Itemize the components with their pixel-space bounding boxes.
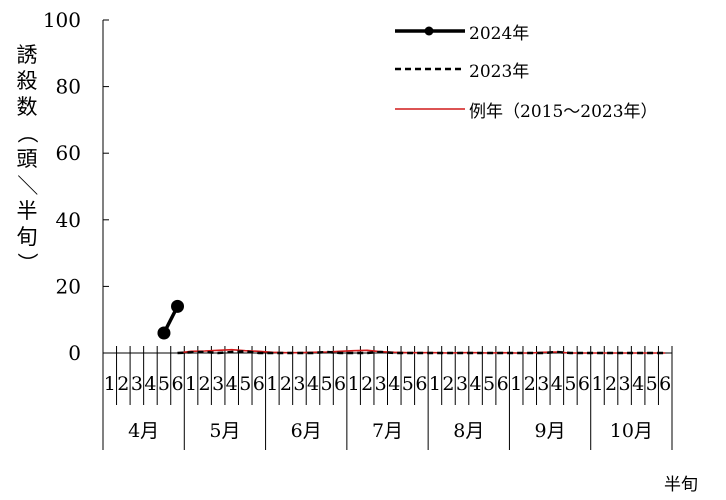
x-pentad-label: 2 bbox=[524, 373, 536, 395]
x-pentad-label: 5 bbox=[239, 373, 251, 395]
x-month-label: 8月 bbox=[453, 420, 484, 442]
y-tick-label: 40 bbox=[56, 208, 81, 232]
y-tick-label: 80 bbox=[56, 75, 81, 99]
x-pentad-label: 2 bbox=[117, 373, 129, 395]
y-axis-title-char: （ bbox=[15, 122, 39, 144]
y-axis-title-char: 殺 bbox=[16, 69, 38, 93]
legend-label-normal: 例年（2015～2023年） bbox=[469, 101, 658, 122]
x-month-label: 9月 bbox=[535, 420, 566, 442]
x-pentad-label: 5 bbox=[564, 373, 576, 395]
x-pentad-label: 3 bbox=[456, 373, 468, 395]
x-pentad-label: 5 bbox=[646, 373, 658, 395]
legend: 2024年 2023年 例年（2015～2023年） bbox=[395, 18, 715, 128]
x-pentad-label: 6 bbox=[334, 373, 346, 395]
legend-swatch-2024-icon bbox=[395, 26, 465, 36]
x-pentad-label: 2 bbox=[605, 373, 617, 395]
series-point-0 bbox=[157, 326, 171, 340]
x-pentad-label: 4 bbox=[144, 373, 156, 395]
legend-swatch-normal-icon bbox=[395, 108, 465, 110]
x-month-label: 4月 bbox=[128, 420, 159, 442]
x-pentad-label: 2 bbox=[442, 373, 454, 395]
y-axis-title: 誘殺数 （ 頭 ／ 半旬 ） bbox=[14, 42, 40, 276]
x-pentad-label: 6 bbox=[171, 373, 183, 395]
x-pentad-label: 1 bbox=[266, 373, 278, 395]
y-axis-title-char: 旬 bbox=[16, 225, 38, 249]
x-pentad-label: 3 bbox=[293, 373, 305, 395]
x-pentad-label: 6 bbox=[497, 373, 509, 395]
x-pentad-label: 5 bbox=[320, 373, 332, 395]
x-pentad-label: 4 bbox=[226, 373, 238, 395]
series-point-0 bbox=[171, 299, 185, 313]
legend-item-normal: 例年（2015～2023年） bbox=[395, 96, 658, 122]
legend-label-2024: 2024年 bbox=[469, 23, 530, 44]
x-pentad-label: 2 bbox=[361, 373, 373, 395]
x-pentad-label: 6 bbox=[415, 373, 427, 395]
y-tick-label: 100 bbox=[43, 8, 81, 32]
x-pentad-label: 3 bbox=[212, 373, 224, 395]
x-pentad-label: 1 bbox=[185, 373, 197, 395]
y-axis-title-char: 頭 bbox=[16, 147, 38, 171]
x-month-label: 10月 bbox=[610, 420, 653, 442]
legend-item-2024: 2024年 bbox=[395, 18, 529, 44]
x-pentad-label: 3 bbox=[537, 373, 549, 395]
x-month-label: 6月 bbox=[291, 420, 322, 442]
series-line-1 bbox=[177, 350, 666, 355]
x-pentad-label: 5 bbox=[402, 373, 414, 395]
y-tick-label: 20 bbox=[56, 274, 81, 298]
x-pentad-label: 1 bbox=[348, 373, 360, 395]
x-pentad-label: 3 bbox=[375, 373, 387, 395]
legend-label-2023: 2023年 bbox=[469, 61, 530, 82]
legend-item-2023: 2023年 bbox=[395, 56, 529, 82]
x-pentad-label: 2 bbox=[199, 373, 211, 395]
x-pentad-label: 4 bbox=[632, 373, 644, 395]
x-pentad-label: 3 bbox=[619, 373, 631, 395]
x-pentad-label: 6 bbox=[659, 373, 671, 395]
x-pentad-label: 5 bbox=[483, 373, 495, 395]
x-pentad-label: 4 bbox=[388, 373, 400, 395]
y-axis-title-char: ） bbox=[15, 252, 39, 274]
x-pentad-label: 4 bbox=[470, 373, 482, 395]
y-tick-label: 60 bbox=[56, 141, 81, 165]
plot-area bbox=[157, 299, 666, 355]
y-axis-title-char: ／ bbox=[15, 174, 39, 196]
y-tick-label: 0 bbox=[68, 341, 81, 365]
legend-swatch-2023-icon bbox=[395, 67, 465, 71]
x-month-label: 7月 bbox=[372, 420, 403, 442]
x-pentad-label: 2 bbox=[280, 373, 292, 395]
x-pentad-label: 1 bbox=[591, 373, 603, 395]
x-pentad-label: 4 bbox=[307, 373, 319, 395]
x-pentad-label: 1 bbox=[429, 373, 441, 395]
y-axis-title-char: 誘 bbox=[16, 43, 38, 67]
y-axis-title-char: 半 bbox=[16, 199, 38, 223]
x-pentad-label: 6 bbox=[253, 373, 265, 395]
x-pentad-label: 1 bbox=[510, 373, 522, 395]
x-pentad-label: 5 bbox=[158, 373, 170, 395]
x-pentad-label: 3 bbox=[131, 373, 143, 395]
y-axis-ticks: 0 20 40 60 80 100 bbox=[43, 8, 109, 365]
x-pentad-label: 6 bbox=[578, 373, 590, 395]
x-pentad-label: 4 bbox=[551, 373, 563, 395]
x-month-label: 5月 bbox=[209, 420, 240, 442]
x-axis-unit-label: 半旬 bbox=[664, 475, 698, 495]
y-axis-title-char: 数 bbox=[16, 95, 38, 119]
x-pentad-label: 1 bbox=[104, 373, 116, 395]
